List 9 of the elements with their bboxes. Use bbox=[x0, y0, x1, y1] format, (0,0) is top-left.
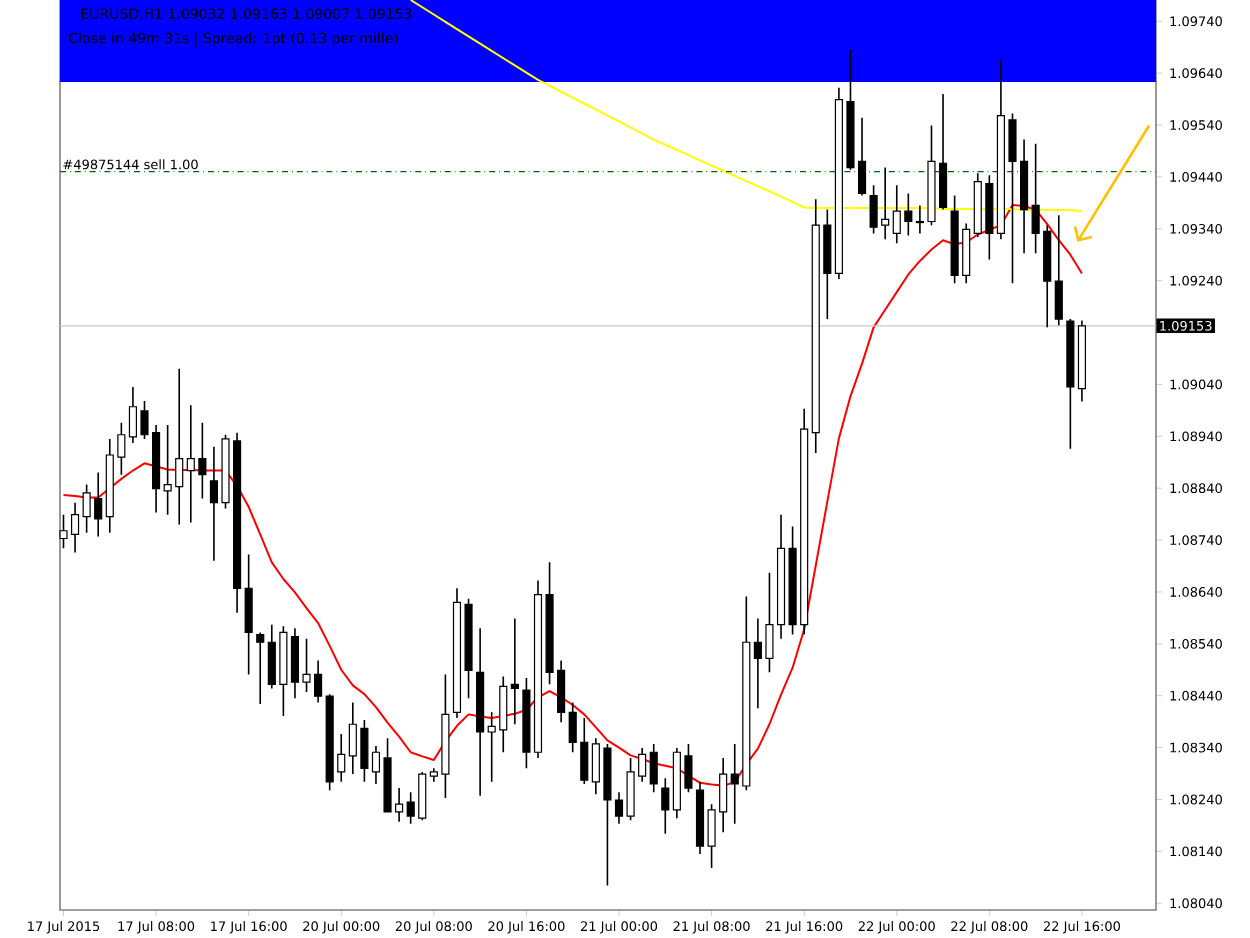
candlestick bbox=[1066, 318, 1075, 450]
candlestick bbox=[649, 743, 658, 793]
candlestick bbox=[510, 617, 519, 726]
candlestick bbox=[476, 627, 485, 797]
candlestick bbox=[661, 777, 670, 835]
candlestick bbox=[256, 631, 265, 705]
candlestick bbox=[1054, 214, 1063, 327]
candlestick bbox=[1077, 319, 1086, 403]
candlestick bbox=[244, 553, 253, 676]
